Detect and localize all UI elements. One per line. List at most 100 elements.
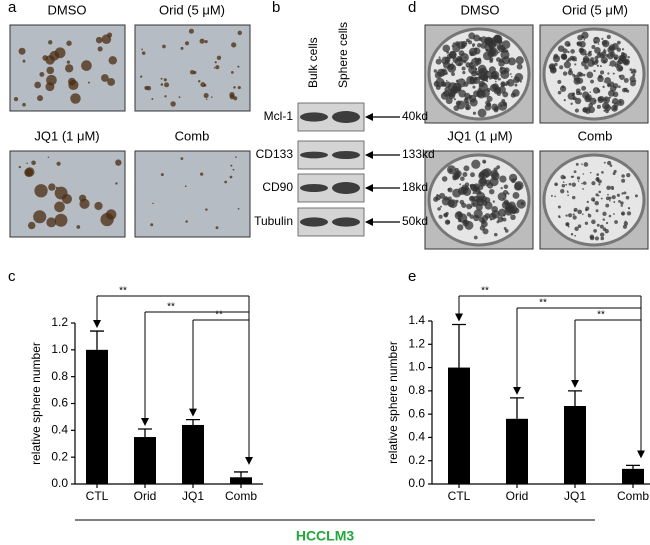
blot-band [300, 217, 328, 227]
spot [233, 86, 236, 89]
spot [115, 159, 122, 166]
protein-label: CD133 [256, 147, 294, 161]
spot [613, 106, 617, 111]
spot [500, 187, 503, 190]
spot [484, 104, 492, 111]
blot-band [300, 184, 328, 192]
image-title: Comb [578, 128, 613, 143]
spot [510, 214, 516, 220]
y-tick-label: 1.0 [408, 360, 425, 374]
spot [567, 194, 570, 197]
spot [500, 50, 510, 60]
spot [576, 176, 581, 180]
spot [600, 236, 605, 241]
spot [464, 92, 471, 99]
spot [476, 43, 482, 48]
spot [625, 195, 630, 200]
spot [448, 50, 457, 59]
spot [494, 34, 503, 44]
spot [488, 38, 494, 44]
spot [623, 77, 629, 83]
spot [626, 211, 632, 216]
spot [590, 79, 594, 84]
spot [602, 218, 606, 221]
spot [487, 50, 495, 58]
spot [160, 77, 163, 80]
spot [508, 57, 516, 66]
spot [579, 48, 587, 56]
spot [160, 83, 164, 86]
spot [505, 49, 509, 53]
spot [231, 42, 237, 48]
image-title: Orid (5 μM) [159, 2, 225, 17]
spot [101, 34, 112, 45]
spot [505, 83, 508, 87]
spot [499, 104, 503, 108]
spot [515, 56, 524, 65]
y-tick-label: 0.4 [51, 423, 68, 437]
spot [559, 65, 564, 70]
bar [622, 468, 644, 484]
spot [591, 44, 596, 50]
spot [453, 98, 457, 101]
bar [134, 437, 156, 484]
spot [46, 74, 57, 86]
spot [447, 63, 457, 73]
spot [478, 184, 484, 190]
spot [454, 57, 464, 67]
spot [612, 98, 619, 105]
spot [496, 57, 501, 62]
bar [230, 477, 252, 484]
spot [577, 224, 582, 229]
spot [594, 200, 599, 206]
spot [609, 51, 616, 58]
image-title: Comb [175, 128, 210, 143]
spot [590, 50, 592, 53]
spot [598, 190, 602, 194]
spot [34, 184, 48, 198]
spot [567, 213, 573, 218]
spot [582, 55, 590, 63]
spot [46, 66, 55, 75]
spot [461, 66, 466, 71]
spot [507, 192, 510, 195]
spot [567, 50, 570, 54]
spot [560, 188, 565, 194]
spot [162, 44, 166, 49]
spot [506, 78, 515, 87]
spot [567, 225, 570, 228]
spot [483, 160, 486, 164]
significance-label: ** [215, 310, 223, 321]
spot [572, 195, 576, 200]
spot [604, 229, 609, 234]
spot [607, 193, 609, 196]
spot [563, 61, 571, 69]
spot [481, 69, 484, 72]
spot [501, 217, 504, 220]
spot [484, 201, 493, 210]
spot [440, 92, 449, 100]
spot [237, 65, 240, 68]
spot [494, 80, 497, 83]
spot [150, 223, 154, 227]
spot [451, 72, 455, 77]
spot [598, 74, 603, 79]
spot [146, 85, 152, 91]
spot [447, 187, 453, 193]
spot [581, 85, 587, 91]
spot [164, 95, 167, 98]
spot [435, 58, 442, 65]
size-label: 40kd [402, 109, 428, 123]
spot [54, 201, 65, 213]
spot [557, 90, 562, 95]
bar [564, 405, 586, 484]
panel-label: a [8, 0, 17, 16]
spot [564, 40, 571, 47]
y-tick-label: 0.2 [408, 453, 425, 467]
spot [502, 91, 509, 98]
spot [493, 107, 499, 113]
spot [18, 165, 21, 169]
western-blot: Bulk cells Sphere cells Mcl-1 40kd CD133 133k… [254, 22, 435, 237]
y-tick-label: 0.2 [51, 449, 68, 463]
